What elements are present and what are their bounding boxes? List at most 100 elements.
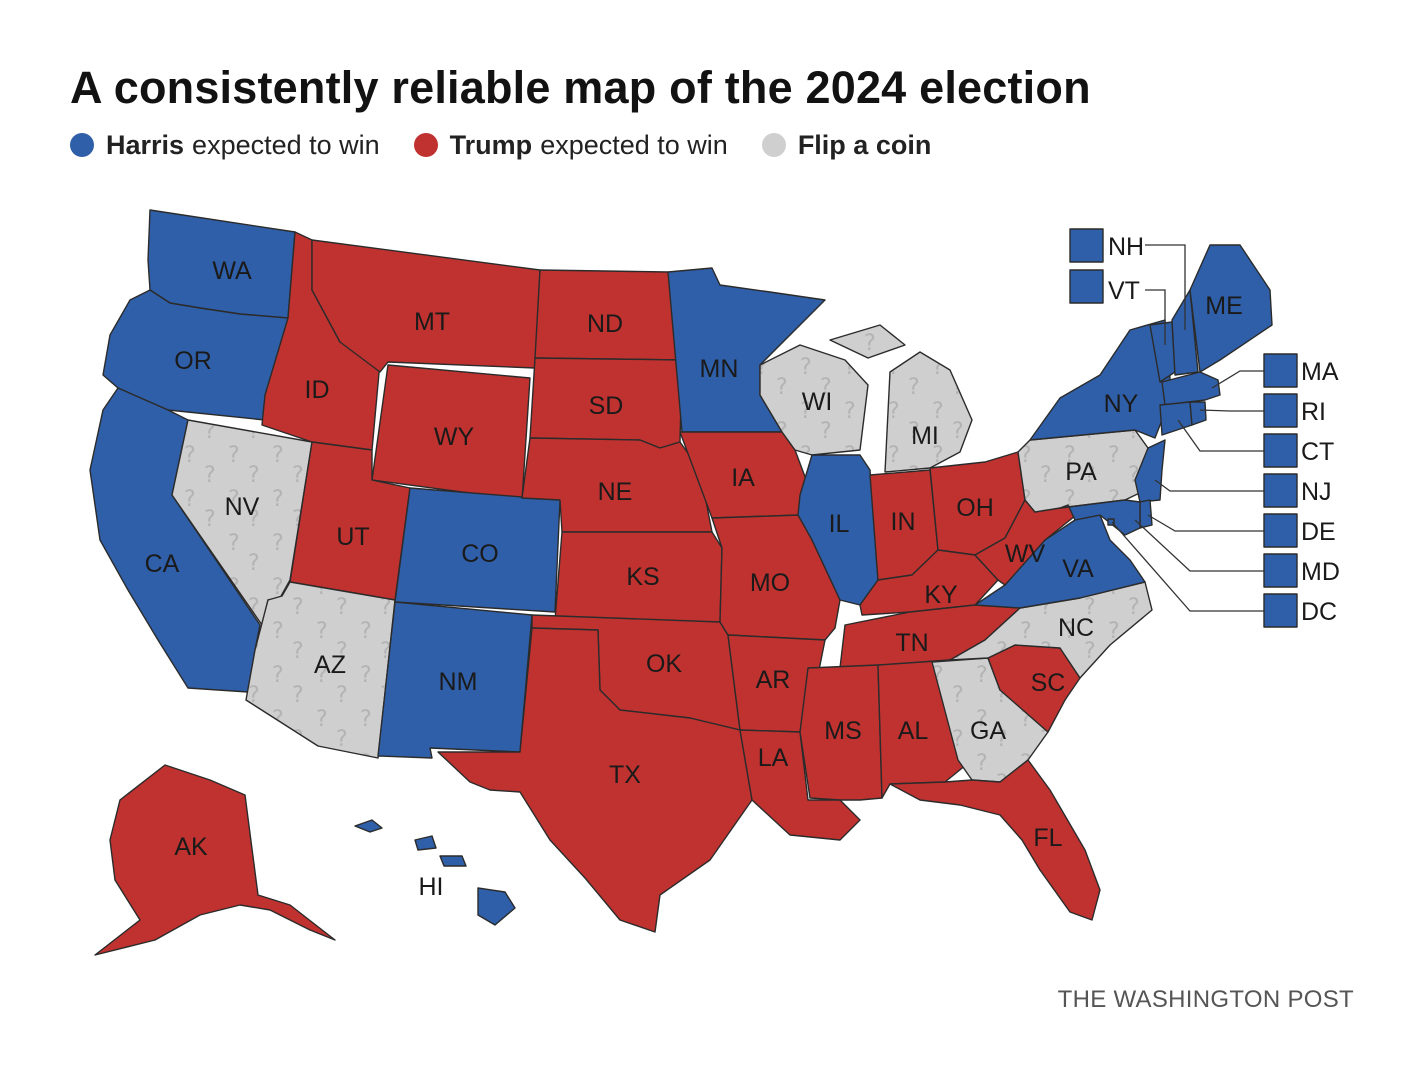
legend-harris-name: Harris (106, 129, 185, 160)
label-OR: OR (174, 347, 212, 375)
label-RI: RI (1301, 398, 1326, 426)
legend-trump-text: expected to win (540, 129, 728, 160)
state-IL (797, 454, 879, 606)
label-NJ: NJ (1301, 478, 1332, 506)
label-WY: WY (434, 423, 475, 451)
state-FL (889, 759, 1101, 921)
label-IA: IA (731, 464, 755, 492)
coin-swatch (761, 133, 786, 157)
leader-MD (1134, 519, 1264, 572)
state-MI (829, 324, 973, 473)
map-title: A consistently reliable map of the 2024 … (70, 62, 1091, 113)
box-MD (1263, 553, 1298, 588)
label-LA: LA (758, 744, 789, 772)
label-MO: MO (750, 569, 790, 597)
label-NH: NH (1108, 233, 1144, 261)
label-CT: CT (1301, 438, 1334, 466)
label-VA: VA (1062, 555, 1094, 583)
label-NE: NE (598, 478, 633, 506)
state-NY (1029, 319, 1171, 441)
label-AR: AR (756, 666, 791, 694)
state-MD (1059, 499, 1141, 536)
label-IN: IN (891, 508, 916, 536)
label-MD: MD (1301, 558, 1340, 586)
label-DC: DC (1301, 598, 1337, 626)
label-SC: SC (1031, 669, 1066, 697)
label-DE: DE (1301, 518, 1336, 546)
legend-item-coin: Flip a coin (761, 129, 940, 161)
source-credit: THE WASHINGTON POST (1057, 986, 1354, 1013)
leader-MA (1211, 370, 1264, 389)
label-GA: GA (970, 717, 1006, 745)
leader-RI (1199, 409, 1264, 412)
label-ID: ID (305, 376, 330, 404)
label-SD: SD (589, 392, 624, 420)
state-TX (437, 627, 753, 933)
label-VT: VT (1108, 277, 1140, 305)
box-CT (1263, 433, 1298, 468)
legend-item-trump: Trump expected to win (413, 129, 728, 161)
box-DC (1263, 593, 1298, 628)
state-NJ (1134, 439, 1166, 503)
label-KS: KS (626, 563, 659, 591)
label-TX: TX (609, 761, 641, 789)
legend: Harris expected to win Trump expected to… (70, 127, 973, 163)
state-DE (1139, 499, 1153, 529)
state-KY (859, 549, 999, 616)
label-OK: OK (646, 650, 682, 678)
box-VT (1069, 269, 1104, 304)
label-PA: PA (1065, 458, 1097, 486)
leader-DC (1111, 521, 1264, 612)
state-OR (102, 289, 289, 421)
label-AL: AL (898, 717, 929, 745)
box-RI (1263, 393, 1298, 428)
label-NM: NM (439, 668, 478, 696)
trump-swatch (413, 133, 438, 157)
label-KY: KY (924, 581, 958, 609)
label-MN: MN (700, 355, 739, 383)
label-MI: MI (911, 422, 939, 450)
state-WI (759, 344, 869, 456)
box-DE (1263, 513, 1298, 548)
label-AK: AK (174, 833, 208, 861)
label-MT: MT (414, 308, 450, 336)
box-MA (1263, 353, 1298, 388)
label-WV: WV (1005, 540, 1046, 568)
label-WA: WA (212, 257, 252, 285)
state-MA (1161, 371, 1221, 406)
label-FL: FL (1033, 824, 1062, 852)
box-NH (1069, 228, 1104, 263)
label-UT: UT (336, 523, 369, 551)
state-HI (354, 819, 516, 926)
legend-coin-name: Flip a coin (797, 129, 932, 160)
state-LA (739, 729, 861, 841)
legend-item-harris: Harris expected to win (70, 130, 380, 161)
label-NY: NY (1104, 390, 1139, 418)
state-ME (1189, 244, 1273, 373)
label-HI: HI (419, 873, 444, 901)
leader-VT (1145, 289, 1166, 345)
label-AZ: AZ (314, 651, 346, 679)
label-OH: OH (956, 494, 994, 522)
leader-NH (1145, 244, 1186, 330)
label-ND: ND (587, 310, 623, 338)
legend-trump-name: Trump (449, 129, 533, 160)
state-AK (94, 764, 336, 956)
label-WI: WI (802, 388, 833, 416)
label-MS: MS (824, 717, 862, 745)
state-CT (1159, 401, 1193, 436)
leader-DE (1147, 514, 1264, 532)
label-NV: NV (225, 493, 260, 521)
label-MA: MA (1301, 358, 1339, 386)
label-NC: NC (1058, 614, 1094, 642)
harris-swatch (70, 133, 94, 157)
leader-NJ (1154, 479, 1264, 492)
label-CO: CO (461, 540, 499, 568)
box-NJ (1263, 473, 1298, 508)
legend-harris-text: expected to win (192, 129, 380, 160)
state-RI (1189, 401, 1207, 426)
leader-CT (1177, 419, 1264, 452)
label-IL: IL (829, 510, 850, 538)
label-ME: ME (1205, 292, 1243, 320)
